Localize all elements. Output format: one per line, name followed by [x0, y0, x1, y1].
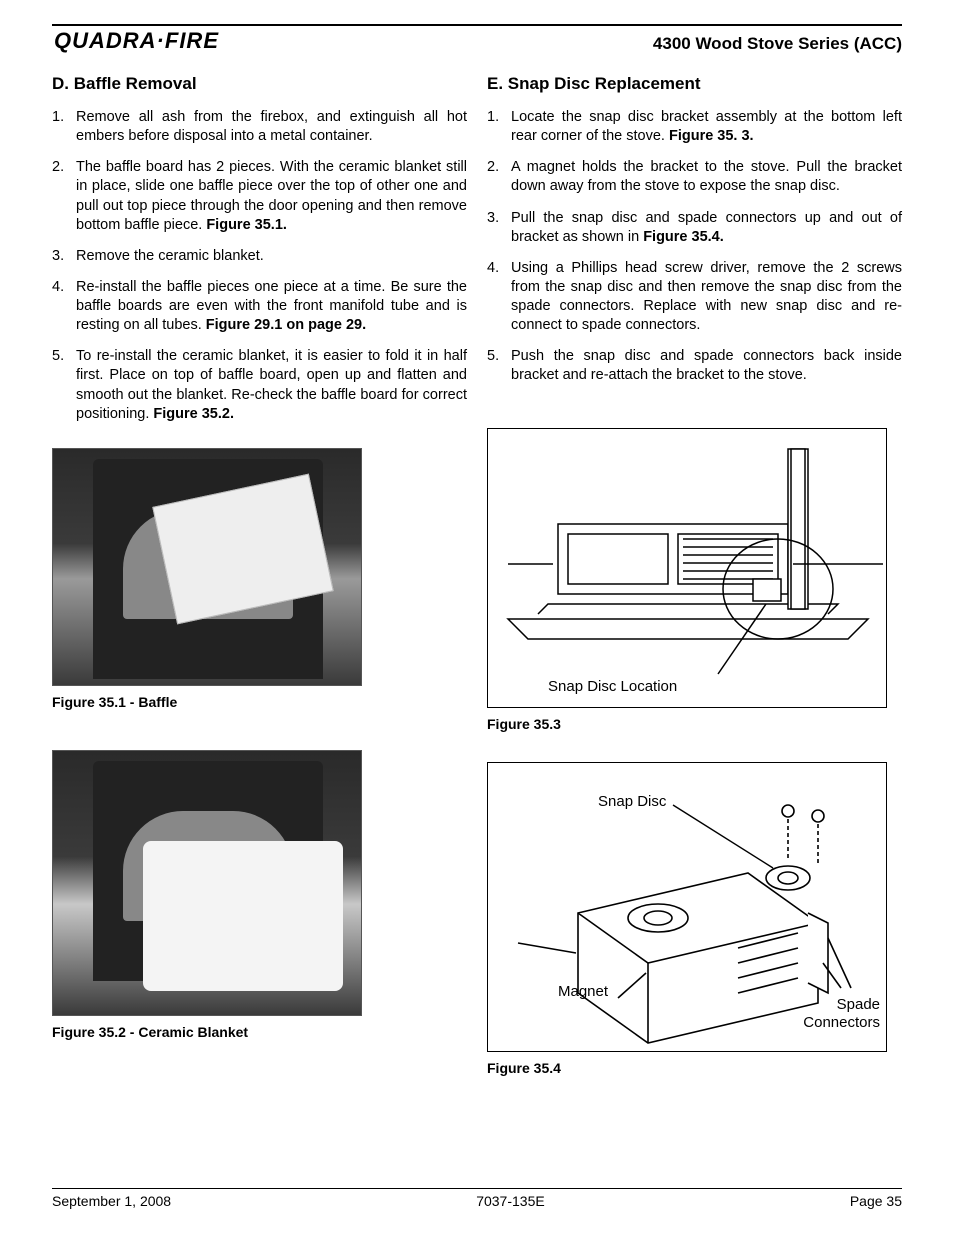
figure-35-3-caption: Figure 35.3	[487, 716, 902, 732]
section-d-list: Remove all ash from the firebox, and ext…	[52, 108, 467, 424]
magnet-label: Magnet	[558, 983, 608, 1000]
figure-35-3: Snap Disc Location Figure 35.3	[487, 428, 902, 732]
li-text: To re-install the ceramic blanket, it is…	[76, 348, 467, 421]
li-text: A magnet holds the bracket to the stove.…	[511, 159, 902, 194]
footer-page: Page 35	[850, 1193, 902, 1209]
li-bold: Figure 35.1.	[206, 217, 287, 233]
li-text: Push the snap disc and spade connectors …	[511, 348, 902, 383]
li-text: Remove all ash from the firebox, and ext…	[76, 109, 467, 144]
spade-label: Spade	[837, 996, 880, 1013]
column-right: E. Snap Disc Replacement Locate the snap…	[487, 68, 902, 1076]
figure-35-2-caption: Figure 35.2 - Ceramic Blanket	[52, 1024, 467, 1040]
snap-disc-label: Snap Disc	[598, 793, 666, 810]
list-item: Re-install the baffle pieces one piece a…	[52, 278, 467, 335]
list-item: Locate the snap disc bracket assembly at…	[487, 108, 902, 146]
snap-disc-location-diagram	[488, 429, 888, 709]
footer-docnum: 7037-135E	[476, 1193, 545, 1209]
list-item: A magnet holds the bracket to the stove.…	[487, 158, 902, 196]
section-e-heading: E. Snap Disc Replacement	[487, 74, 902, 94]
connectors-label: Connectors	[803, 1014, 880, 1031]
li-bold: Figure 29.1 on page 29.	[206, 317, 366, 333]
figure-35-3-image: Snap Disc Location	[487, 428, 887, 708]
li-text: Remove the ceramic blanket.	[76, 248, 264, 264]
list-item: Remove all ash from the firebox, and ext…	[52, 108, 467, 146]
li-bold: Figure 35.2.	[153, 406, 234, 422]
figure-35-1-image	[52, 448, 362, 686]
footer-date: September 1, 2008	[52, 1193, 171, 1209]
list-item: Using a Phillips head screw driver, remo…	[487, 259, 902, 336]
list-item: Remove the ceramic blanket.	[52, 247, 467, 266]
li-bold: Figure 35.4.	[643, 229, 724, 245]
li-bold: Figure 35. 3.	[669, 128, 754, 144]
page-header: QUADRA·FIRE 4300 Wood Stove Series (ACC)	[52, 24, 902, 54]
snap-disc-bracket-diagram	[488, 763, 888, 1053]
snap-disc-location-label: Snap Disc Location	[548, 678, 677, 695]
list-item: To re-install the ceramic blanket, it is…	[52, 347, 467, 424]
figure-35-4-caption: Figure 35.4	[487, 1060, 902, 1076]
list-item: Push the snap disc and spade connectors …	[487, 347, 902, 385]
brand-logo: QUADRA·FIRE	[52, 28, 221, 54]
column-left: D. Baffle Removal Remove all ash from th…	[52, 68, 467, 1076]
figure-35-1: Figure 35.1 - Baffle	[52, 448, 467, 710]
figure-35-2-image	[52, 750, 362, 1016]
figure-35-1-caption: Figure 35.1 - Baffle	[52, 694, 467, 710]
figure-35-4: Snap Disc Magnet Spade Connectors Figure…	[487, 762, 902, 1076]
page-footer: September 1, 2008 7037-135E Page 35	[52, 1188, 902, 1209]
section-e-list: Locate the snap disc bracket assembly at…	[487, 108, 902, 386]
list-item: Pull the snap disc and spade connectors …	[487, 209, 902, 247]
figure-35-4-image: Snap Disc Magnet Spade Connectors	[487, 762, 887, 1052]
section-d-heading: D. Baffle Removal	[52, 74, 467, 94]
series-title: 4300 Wood Stove Series (ACC)	[653, 34, 902, 54]
list-item: The baffle board has 2 pieces. With the …	[52, 158, 467, 235]
li-text: Using a Phillips head screw driver, remo…	[511, 260, 902, 333]
content-columns: D. Baffle Removal Remove all ash from th…	[52, 68, 902, 1076]
figure-35-2: Figure 35.2 - Ceramic Blanket	[52, 750, 467, 1040]
